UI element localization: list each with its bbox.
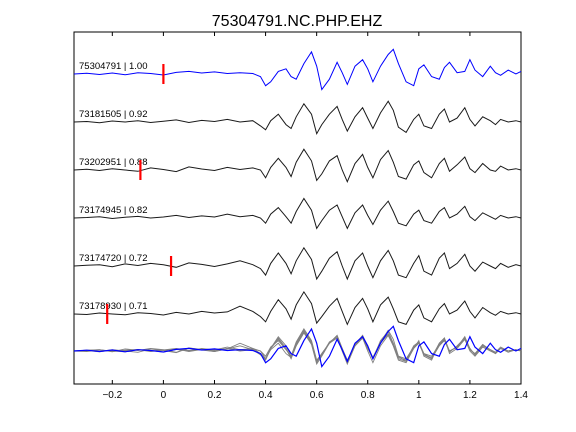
trace-line-73178930	[73, 290, 522, 326]
trace-line-73174945	[73, 197, 522, 230]
trace-label-73202951: 73202951 | 0.88	[79, 157, 148, 168]
x-tick-label: 0.6	[310, 390, 324, 401]
stack-trace-73202951	[73, 329, 522, 364]
x-tick-label: −0.2	[102, 390, 122, 401]
x-tick-label: 1.2	[463, 390, 477, 401]
trace-label-73181505: 73181505 | 0.92	[79, 109, 148, 120]
x-tick-label: 0.4	[259, 390, 273, 401]
trace-label-73178930: 73178930 | 0.71	[79, 301, 148, 312]
x-axis: −0.2 0 0.2 0.4 0.6 0.8 1 1.2 1.4	[102, 32, 528, 401]
x-tick-label: 0	[161, 390, 167, 401]
trace-line-73202951	[73, 148, 522, 183]
x-tick-label: 1	[416, 390, 422, 401]
stack-trace-73174945	[73, 330, 522, 363]
chart-title: 75304791.NC.PHP.EHZ	[212, 13, 383, 30]
trace-label-73174720: 73174720 | 0.72	[79, 253, 148, 264]
x-tick-label: 0.2	[208, 390, 222, 401]
stacked-overlay	[73, 325, 522, 369]
axes-frame	[73, 31, 522, 385]
x-tick-label: 0.8	[361, 390, 375, 401]
stack-trace-master	[73, 325, 522, 369]
trace-line-73181505	[73, 100, 522, 136]
x-tick-label: 1.4	[514, 390, 528, 401]
trace-label-75304791: 75304791 | 1.00	[79, 61, 148, 72]
trace-label-73174945: 73174945 | 0.82	[79, 205, 148, 216]
stack-trace-73181505	[73, 329, 522, 364]
trace-line-75304791	[73, 48, 522, 91]
trace-line-73174720	[73, 246, 522, 281]
trace-group: 75304791 | 1.00 73181505 | 0.92 73202951 |…	[73, 48, 522, 326]
